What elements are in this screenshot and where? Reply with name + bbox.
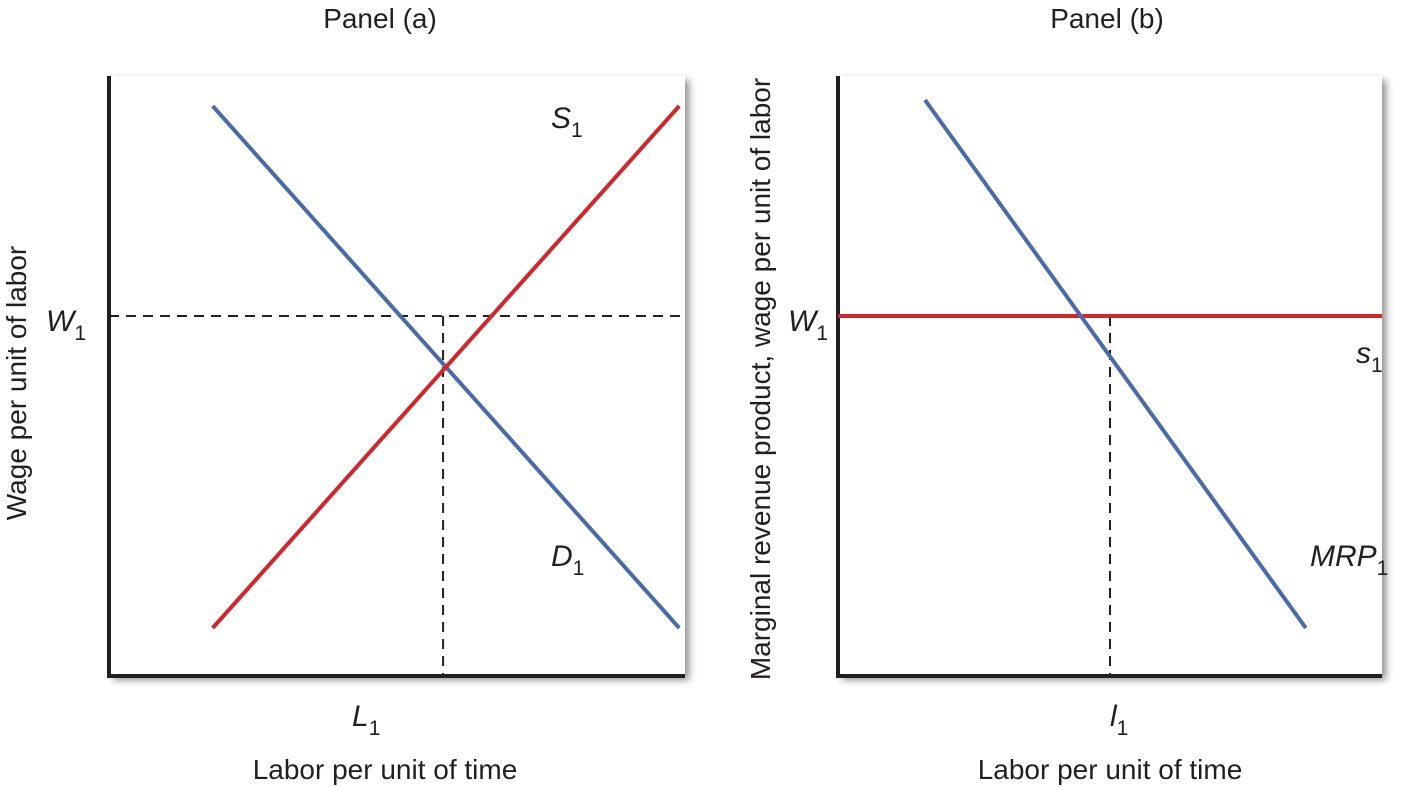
panel-b-wage-tick-label: W1: [788, 305, 828, 345]
panel-b-supply-label: s1: [1356, 337, 1383, 377]
panel-a-x-axis-title: Labor per unit of time: [253, 754, 518, 785]
panel-b-quantity-tick-label: l1: [1110, 700, 1128, 740]
panel-a-supply-curve: [211, 104, 681, 630]
panel-a-quantity-tick-label: L1: [352, 700, 380, 740]
panel-b-title: Panel (b): [1050, 3, 1164, 34]
panel-a-wage-tick-label: W1: [46, 305, 86, 345]
panel-b-y-axis-title: Marginal revenue product, wage per unit …: [745, 78, 776, 680]
panel-a-supply-label: S1: [551, 102, 583, 142]
panel-b-mrp-curve: [923, 98, 1308, 630]
panel-a-title: Panel (a): [323, 3, 437, 34]
panel-a-demand-label: D1: [551, 540, 584, 580]
panel-a: Panel (a) S1 D1 W1 L1 Labor per unit of …: [1, 3, 685, 785]
panel-b-x-axis-title: Labor per unit of time: [978, 754, 1243, 785]
panel-a-y-axis-title: Wage per unit of labor: [1, 246, 32, 520]
panel-b: Panel (b) s1 MRP1 W1 l1 Labor per unit o…: [745, 3, 1388, 785]
panel-b-mrp-label: MRP1: [1310, 540, 1388, 580]
panel-a-plot-area: [109, 76, 685, 676]
